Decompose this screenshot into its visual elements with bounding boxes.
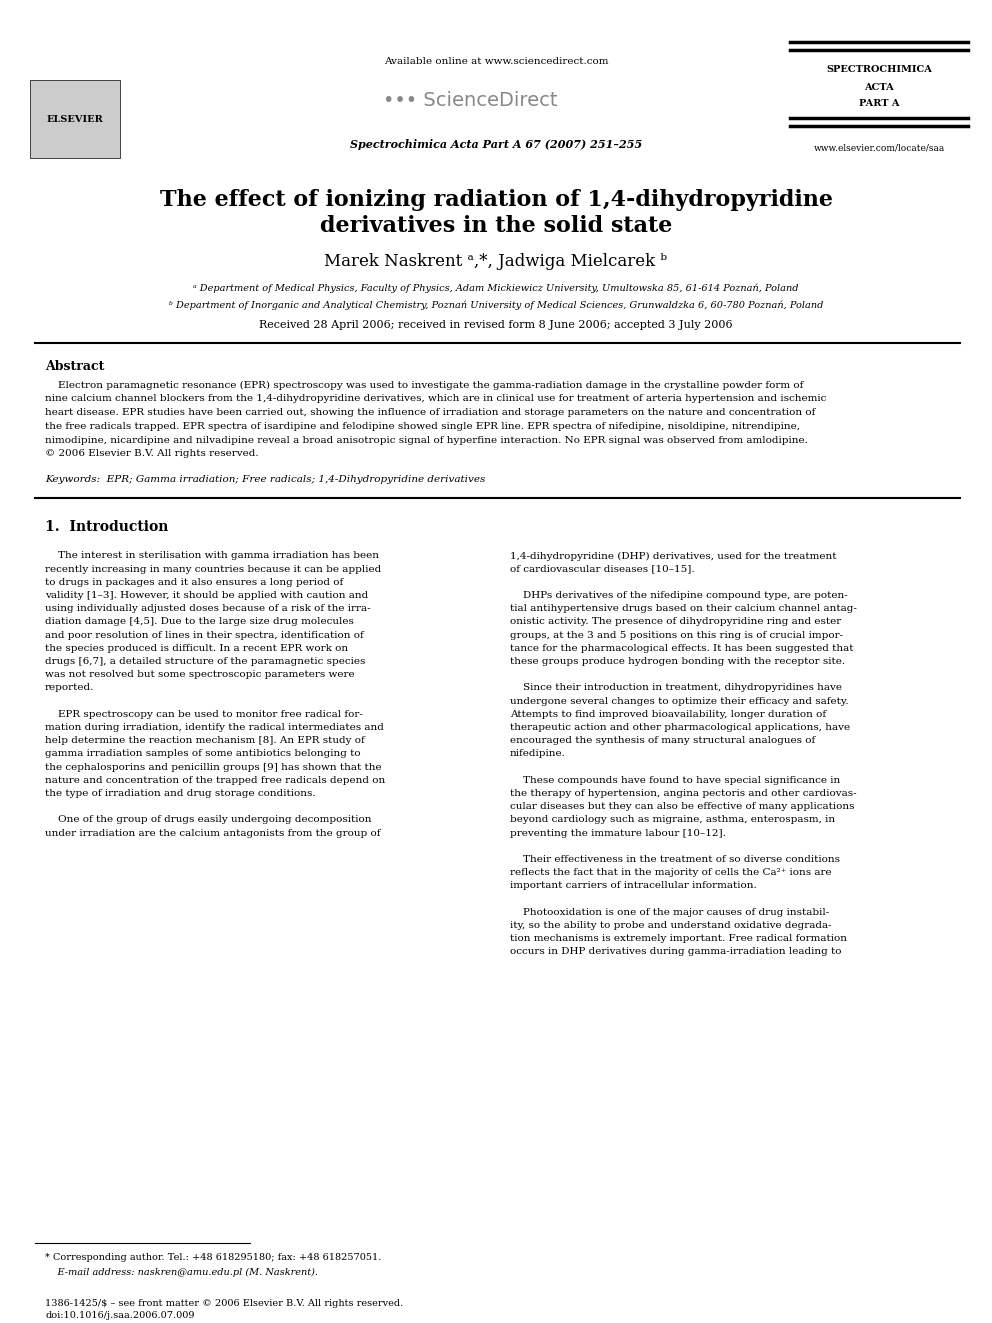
Text: under irradiation are the calcium antagonists from the group of: under irradiation are the calcium antago… xyxy=(45,828,381,837)
FancyBboxPatch shape xyxy=(30,79,120,157)
Text: www.elsevier.com/locate/saa: www.elsevier.com/locate/saa xyxy=(813,143,944,152)
Text: nature and concentration of the trapped free radicals depend on: nature and concentration of the trapped … xyxy=(45,775,385,785)
Text: groups, at the 3 and 5 positions on this ring is of crucial impor-: groups, at the 3 and 5 positions on this… xyxy=(510,631,843,640)
Text: 1.  Introduction: 1. Introduction xyxy=(45,520,169,534)
Text: tance for the pharmacological effects. It has been suggested that: tance for the pharmacological effects. I… xyxy=(510,644,853,652)
Text: ity, so the ability to probe and understand oxidative degrada-: ity, so the ability to probe and underst… xyxy=(510,921,831,930)
Text: The interest in sterilisation with gamma irradiation has been: The interest in sterilisation with gamma… xyxy=(45,552,379,561)
Text: preventing the immature labour [10–12].: preventing the immature labour [10–12]. xyxy=(510,828,726,837)
Text: 1386-1425/$ – see front matter © 2006 Elsevier B.V. All rights reserved.: 1386-1425/$ – see front matter © 2006 El… xyxy=(45,1298,404,1307)
Text: of cardiovascular diseases [10–15].: of cardiovascular diseases [10–15]. xyxy=(510,565,694,574)
Text: undergone several changes to optimize their efficacy and safety.: undergone several changes to optimize th… xyxy=(510,697,848,705)
Text: doi:10.1016/j.saa.2006.07.009: doi:10.1016/j.saa.2006.07.009 xyxy=(45,1311,194,1320)
Text: The effect of ionizing radiation of 1,4-dihydropyridine: The effect of ionizing radiation of 1,4-… xyxy=(160,189,832,210)
Text: tion mechanisms is extremely important. Free radical formation: tion mechanisms is extremely important. … xyxy=(510,934,847,943)
Text: These compounds have found to have special significance in: These compounds have found to have speci… xyxy=(510,775,840,785)
Text: nine calcium channel blockers from the 1,4-dihydropyridine derivatives, which ar: nine calcium channel blockers from the 1… xyxy=(45,394,826,404)
Text: PART A: PART A xyxy=(859,99,900,108)
Text: Their effectiveness in the treatment of so diverse conditions: Their effectiveness in the treatment of … xyxy=(510,855,840,864)
Text: diation damage [4,5]. Due to the large size drug molecules: diation damage [4,5]. Due to the large s… xyxy=(45,618,354,627)
Text: * Corresponding author. Tel.: +48 618295180; fax: +48 618257051.: * Corresponding author. Tel.: +48 618295… xyxy=(45,1253,381,1262)
Text: validity [1–3]. However, it should be applied with caution and: validity [1–3]. However, it should be ap… xyxy=(45,591,368,601)
Text: drugs [6,7], a detailed structure of the paramagnetic species: drugs [6,7], a detailed structure of the… xyxy=(45,658,365,665)
Text: reflects the fact that in the majority of cells the Ca²⁺ ions are: reflects the fact that in the majority o… xyxy=(510,868,831,877)
Text: ACTA: ACTA xyxy=(864,82,894,91)
Text: ELSEVIER: ELSEVIER xyxy=(47,115,103,124)
Text: mation during irradiation, identify the radical intermediates and: mation during irradiation, identify the … xyxy=(45,724,384,732)
Text: reported.: reported. xyxy=(45,684,94,692)
Text: the free radicals trapped. EPR spectra of isardipine and felodipine showed singl: the free radicals trapped. EPR spectra o… xyxy=(45,422,800,431)
Text: important carriers of intracellular information.: important carriers of intracellular info… xyxy=(510,881,757,890)
Text: the therapy of hypertension, angina pectoris and other cardiovas-: the therapy of hypertension, angina pect… xyxy=(510,789,857,798)
Text: heart disease. EPR studies have been carried out, showing the influence of irrad: heart disease. EPR studies have been car… xyxy=(45,407,815,417)
Text: Marek Naskrent ᵃ,*, Jadwiga Mielcarek ᵇ: Marek Naskrent ᵃ,*, Jadwiga Mielcarek ᵇ xyxy=(324,254,668,270)
Text: the type of irradiation and drug storage conditions.: the type of irradiation and drug storage… xyxy=(45,789,315,798)
Text: and poor resolution of lines in their spectra, identification of: and poor resolution of lines in their sp… xyxy=(45,631,364,640)
Text: beyond cardiology such as migraine, asthma, enterospasm, in: beyond cardiology such as migraine, asth… xyxy=(510,815,835,824)
Text: help determine the reaction mechanism [8]. An EPR study of: help determine the reaction mechanism [8… xyxy=(45,737,365,745)
Text: 1,4-dihydropyridine (DHP) derivatives, used for the treatment: 1,4-dihydropyridine (DHP) derivatives, u… xyxy=(510,552,836,561)
Text: recently increasing in many countries because it can be applied: recently increasing in many countries be… xyxy=(45,565,381,574)
Text: onistic activity. The presence of dihydropyridine ring and ester: onistic activity. The presence of dihydr… xyxy=(510,618,841,627)
Text: Since their introduction in treatment, dihydropyridines have: Since their introduction in treatment, d… xyxy=(510,684,842,692)
Text: E-mail address: naskren@amu.edu.pl (M. Naskrent).: E-mail address: naskren@amu.edu.pl (M. N… xyxy=(45,1267,318,1277)
Text: © 2006 Elsevier B.V. All rights reserved.: © 2006 Elsevier B.V. All rights reserved… xyxy=(45,450,259,459)
Text: ••• ScienceDirect: ••• ScienceDirect xyxy=(383,90,558,110)
Text: cular diseases but they can also be effective of many applications: cular diseases but they can also be effe… xyxy=(510,802,854,811)
Text: One of the group of drugs easily undergoing decomposition: One of the group of drugs easily undergo… xyxy=(45,815,371,824)
Text: Electron paramagnetic resonance (EPR) spectroscopy was used to investigate the g: Electron paramagnetic resonance (EPR) sp… xyxy=(45,381,804,389)
Text: the cephalosporins and penicillin groups [9] has shown that the: the cephalosporins and penicillin groups… xyxy=(45,762,382,771)
Text: Abstract: Abstract xyxy=(45,360,104,373)
Text: tial antihypertensive drugs based on their calcium channel antag-: tial antihypertensive drugs based on the… xyxy=(510,605,857,614)
Text: therapeutic action and other pharmacological applications, have: therapeutic action and other pharmacolog… xyxy=(510,724,850,732)
Text: nimodipine, nicardipine and nilvadipine reveal a broad anisotropic signal of hyp: nimodipine, nicardipine and nilvadipine … xyxy=(45,435,807,445)
Text: DHPs derivatives of the nifedipine compound type, are poten-: DHPs derivatives of the nifedipine compo… xyxy=(510,591,848,601)
Text: gamma irradiation samples of some antibiotics belonging to: gamma irradiation samples of some antibi… xyxy=(45,750,361,758)
Text: using individually adjusted doses because of a risk of the irra-: using individually adjusted doses becaus… xyxy=(45,605,371,614)
Text: derivatives in the solid state: derivatives in the solid state xyxy=(319,216,673,237)
Text: Received 28 April 2006; received in revised form 8 June 2006; accepted 3 July 20: Received 28 April 2006; received in revi… xyxy=(259,320,733,329)
Text: was not resolved but some spectroscopic parameters were: was not resolved but some spectroscopic … xyxy=(45,671,354,679)
Text: Attempts to find improved bioavailability, longer duration of: Attempts to find improved bioavailabilit… xyxy=(510,710,826,718)
Text: ᵇ Department of Inorganic and Analytical Chemistry, Poznań University of Medical: ᵇ Department of Inorganic and Analytical… xyxy=(169,300,823,310)
Text: these groups produce hydrogen bonding with the receptor site.: these groups produce hydrogen bonding wi… xyxy=(510,658,845,665)
Text: SPECTROCHIMICA: SPECTROCHIMICA xyxy=(826,66,931,74)
Text: to drugs in packages and it also ensures a long period of: to drugs in packages and it also ensures… xyxy=(45,578,343,587)
Text: the species produced is difficult. In a recent EPR work on: the species produced is difficult. In a … xyxy=(45,644,348,652)
Text: Keywords:  EPR; Gamma irradiation; Free radicals; 1,4-Dihydropyridine derivative: Keywords: EPR; Gamma irradiation; Free r… xyxy=(45,475,485,484)
Text: Spectrochimica Acta Part A 67 (2007) 251–255: Spectrochimica Acta Part A 67 (2007) 251… xyxy=(350,139,642,151)
Text: ᵃ Department of Medical Physics, Faculty of Physics, Adam Mickiewicz University,: ᵃ Department of Medical Physics, Faculty… xyxy=(193,283,799,292)
Text: EPR spectroscopy can be used to monitor free radical for-: EPR spectroscopy can be used to monitor … xyxy=(45,710,363,718)
Text: encouraged the synthesis of many structural analogues of: encouraged the synthesis of many structu… xyxy=(510,737,815,745)
Text: nifedipine.: nifedipine. xyxy=(510,750,565,758)
Text: Photooxidation is one of the major causes of drug instabil-: Photooxidation is one of the major cause… xyxy=(510,908,829,917)
Text: occurs in DHP derivatives during gamma-irradiation leading to: occurs in DHP derivatives during gamma-i… xyxy=(510,947,841,957)
Text: Available online at www.sciencedirect.com: Available online at www.sciencedirect.co… xyxy=(384,57,608,66)
